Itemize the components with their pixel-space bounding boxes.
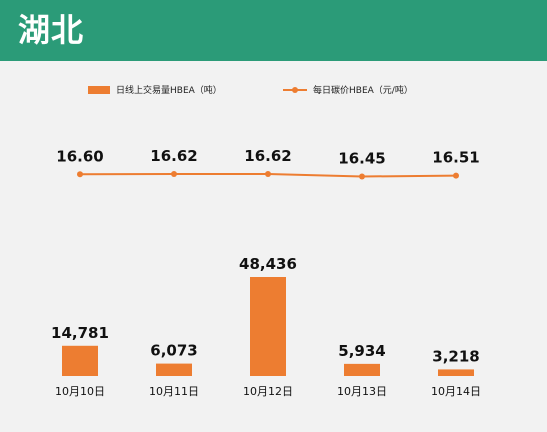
x-tick-label: 10月12日 <box>243 385 293 398</box>
price-data-label: 16.45 <box>338 149 385 167</box>
price-data-label: 16.62 <box>150 147 197 165</box>
legend-line-marker <box>292 87 298 93</box>
price-data-label: 16.62 <box>244 147 291 165</box>
legend-line-label: 每日碳价HBEA（元/吨） <box>313 84 413 96</box>
volume-data-label: 5,934 <box>338 342 385 360</box>
header-bar: 湖北 <box>0 0 547 61</box>
volume-bar <box>438 369 474 376</box>
page-title: 湖北 <box>18 11 85 49</box>
volume-bar <box>344 363 380 376</box>
volume-data-label: 6,073 <box>150 342 197 360</box>
volume-data-label: 14,781 <box>51 324 109 342</box>
volume-data-label: 3,218 <box>432 347 479 365</box>
price-data-label: 16.60 <box>56 147 103 165</box>
price-data-label: 16.51 <box>432 149 479 167</box>
legend-bar-swatch <box>88 86 110 94</box>
price-point <box>77 171 83 178</box>
x-tick-label: 10月14日 <box>431 385 481 398</box>
volume-bar <box>62 345 98 376</box>
axis-labels: 10月10日 10月11日 10月12日 10月13日 10月14日 <box>55 385 481 398</box>
price-point <box>453 172 459 179</box>
price-point <box>171 171 177 177</box>
legend-bar-label: 日线上交易量HBEA（吨） <box>116 84 222 96</box>
combo-chart: 日线上交易量HBEA（吨） 每日碳价HBEA（元/吨） 16.60 16.62 16… <box>51 84 481 398</box>
volume-bar <box>250 277 286 376</box>
price-point <box>265 171 271 177</box>
volume-data-label: 48,436 <box>239 255 297 273</box>
price-line-series: 16.60 16.62 16.62 16.45 16.51 <box>56 147 480 180</box>
price-point <box>359 173 365 180</box>
volume-bar-series: 14,781 6,073 48,436 5,934 3,218 <box>51 255 480 376</box>
x-tick-label: 10月10日 <box>55 385 105 398</box>
legend: 日线上交易量HBEA（吨） 每日碳价HBEA（元/吨） <box>88 84 413 96</box>
chart-area: 日线上交易量HBEA（吨） 每日碳价HBEA（元/吨） 16.60 16.62 16… <box>0 61 547 432</box>
volume-bar <box>156 363 192 376</box>
x-tick-label: 10月11日 <box>149 385 199 398</box>
x-tick-label: 10月13日 <box>337 385 387 398</box>
